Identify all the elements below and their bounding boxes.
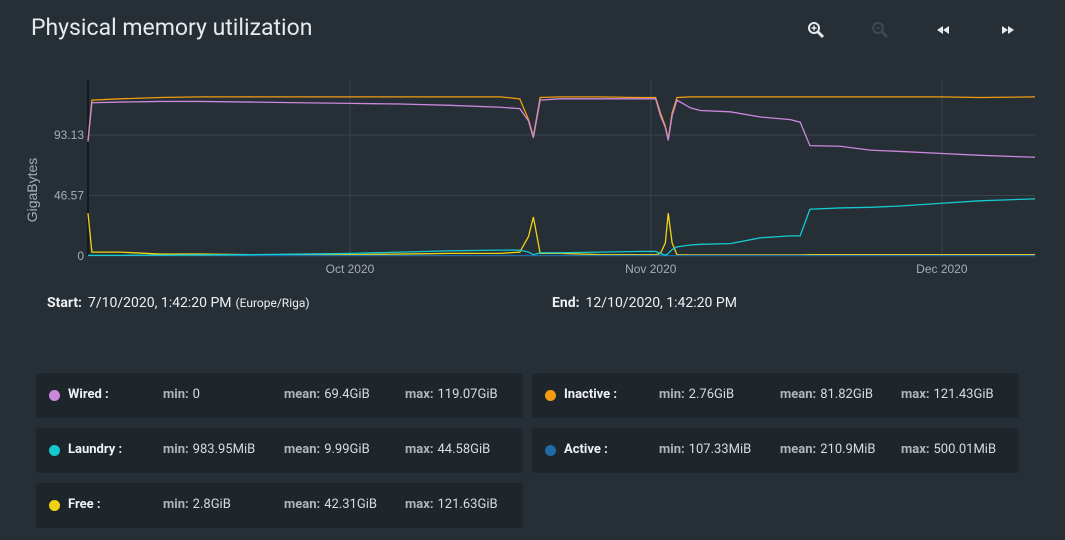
legend-swatch [545, 390, 556, 401]
end-range: End: 12/10/2020, 1:42:20 PM [552, 295, 737, 311]
y-tick-label: 46.57 [54, 189, 84, 203]
series-line [87, 98, 1036, 158]
stat-label: min: [163, 442, 189, 457]
legend-swatch [545, 445, 556, 456]
legend-name: Wired : [68, 387, 109, 402]
stat-value: 119.07GiB [437, 387, 498, 402]
stat: max: 44.58GiB [405, 442, 490, 457]
stat-label: max: [405, 442, 434, 457]
stat-label: mean: [780, 387, 817, 402]
stat-label: min: [163, 497, 189, 512]
stat-label: mean: [284, 387, 321, 402]
start-label: Start: [47, 295, 82, 311]
stat-value: 983.95MiB [192, 442, 256, 457]
stat-value: 69.4GiB [324, 387, 370, 402]
zoom-out-button[interactable] [868, 18, 892, 42]
stat-label: mean: [284, 442, 321, 457]
forward-button[interactable] [996, 18, 1020, 42]
stat: max: 119.07GiB [405, 387, 498, 402]
series-line [87, 213, 1035, 256]
legend-card: Free : min: 2.8GiB mean: 42.31GiB max: 121.63G… [36, 483, 523, 528]
stat: min: 107.33MiB [659, 442, 751, 457]
stat: mean: 9.99GiB [284, 442, 370, 457]
stat: min: 0 [163, 387, 200, 402]
legend-card: Laundry : min: 983.95MiB mean: 9.99GiB max: 44… [36, 428, 523, 473]
legend-name: Free : [68, 497, 101, 512]
rewind-button[interactable] [931, 18, 955, 42]
legend-swatch [49, 390, 60, 401]
stat: mean: 42.31GiB [284, 497, 377, 512]
stat-value: 0 [192, 387, 200, 402]
stat: mean: 69.4GiB [284, 387, 370, 402]
stat-value: 2.8GiB [192, 497, 231, 512]
stat-value: 81.82GiB [820, 387, 873, 402]
x-tick-label: Dec 2020 [916, 262, 968, 276]
stat-label: max: [901, 442, 930, 457]
stat-label: mean: [284, 497, 321, 512]
legend-name: Inactive : [564, 387, 618, 402]
stat-label: min: [659, 387, 685, 402]
stat: mean: 81.82GiB [780, 387, 873, 402]
legend-card: Wired : min: 0 mean: 69.4GiB max: 119.07GiB [36, 373, 523, 418]
stat-value: 44.58GiB [437, 442, 491, 457]
stat-value: 121.43GiB [933, 387, 994, 402]
stat-label: min: [659, 442, 685, 457]
zoom-in-button[interactable] [804, 18, 828, 42]
stat-label: max: [901, 387, 930, 402]
stat-value: 210.9MiB [820, 442, 876, 457]
stat: mean: 210.9MiB [780, 442, 875, 457]
stat-value: 500.01MiB [933, 442, 997, 457]
timezone: (Europe/Riga) [235, 296, 310, 310]
stat: min: 2.8GiB [163, 497, 231, 512]
end-value: 12/10/2020, 1:42:20 PM [585, 295, 737, 311]
stat-value: 107.33MiB [688, 442, 752, 457]
stat-label: mean: [780, 442, 817, 457]
stat-label: max: [405, 387, 434, 402]
stat-value: 9.99GiB [324, 442, 370, 457]
start-value: 7/10/2020, 1:42:20 PM [88, 295, 232, 311]
stat: max: 121.63GiB [405, 497, 498, 512]
legend-name: Active : [564, 442, 608, 457]
stat: min: 2.76GiB [659, 387, 734, 402]
stat-label: max: [405, 497, 434, 512]
legend-swatch [49, 500, 60, 511]
stat: max: 121.43GiB [901, 387, 994, 402]
y-tick-label: 93.13 [54, 128, 84, 142]
stat: max: 500.01MiB [901, 442, 996, 457]
x-tick-label: Nov 2020 [625, 262, 677, 276]
stat-value: 42.31GiB [324, 497, 377, 512]
legend-swatch [49, 445, 60, 456]
end-label: End: [552, 295, 580, 311]
stat-label: min: [163, 387, 189, 402]
y-axis-label: GigaBytes [24, 158, 40, 223]
legend-card: Inactive : min: 2.76GiB mean: 81.82GiB max: 12… [532, 373, 1019, 418]
legend-name: Laundry : [68, 442, 123, 457]
stat: min: 983.95MiB [163, 442, 255, 457]
x-tick-label: Oct 2020 [326, 262, 375, 276]
legend-card: Active : min: 107.33MiB mean: 210.9MiB max: 50… [532, 428, 1019, 473]
start-range: Start: 7/10/2020, 1:42:20 PM (Europe/Riga) [47, 295, 310, 311]
stat-value: 121.63GiB [437, 497, 498, 512]
series-line [88, 198, 1036, 257]
y-tick-label: 0 [77, 249, 84, 263]
chart: GigaBytes 0 46.57 93.13 Oct 2020 Nov 2020 Dec… [24, 80, 1036, 276]
stat-value: 2.76GiB [688, 387, 735, 402]
series-line [87, 96, 1036, 141]
title: Physical memory utilization [31, 14, 313, 41]
